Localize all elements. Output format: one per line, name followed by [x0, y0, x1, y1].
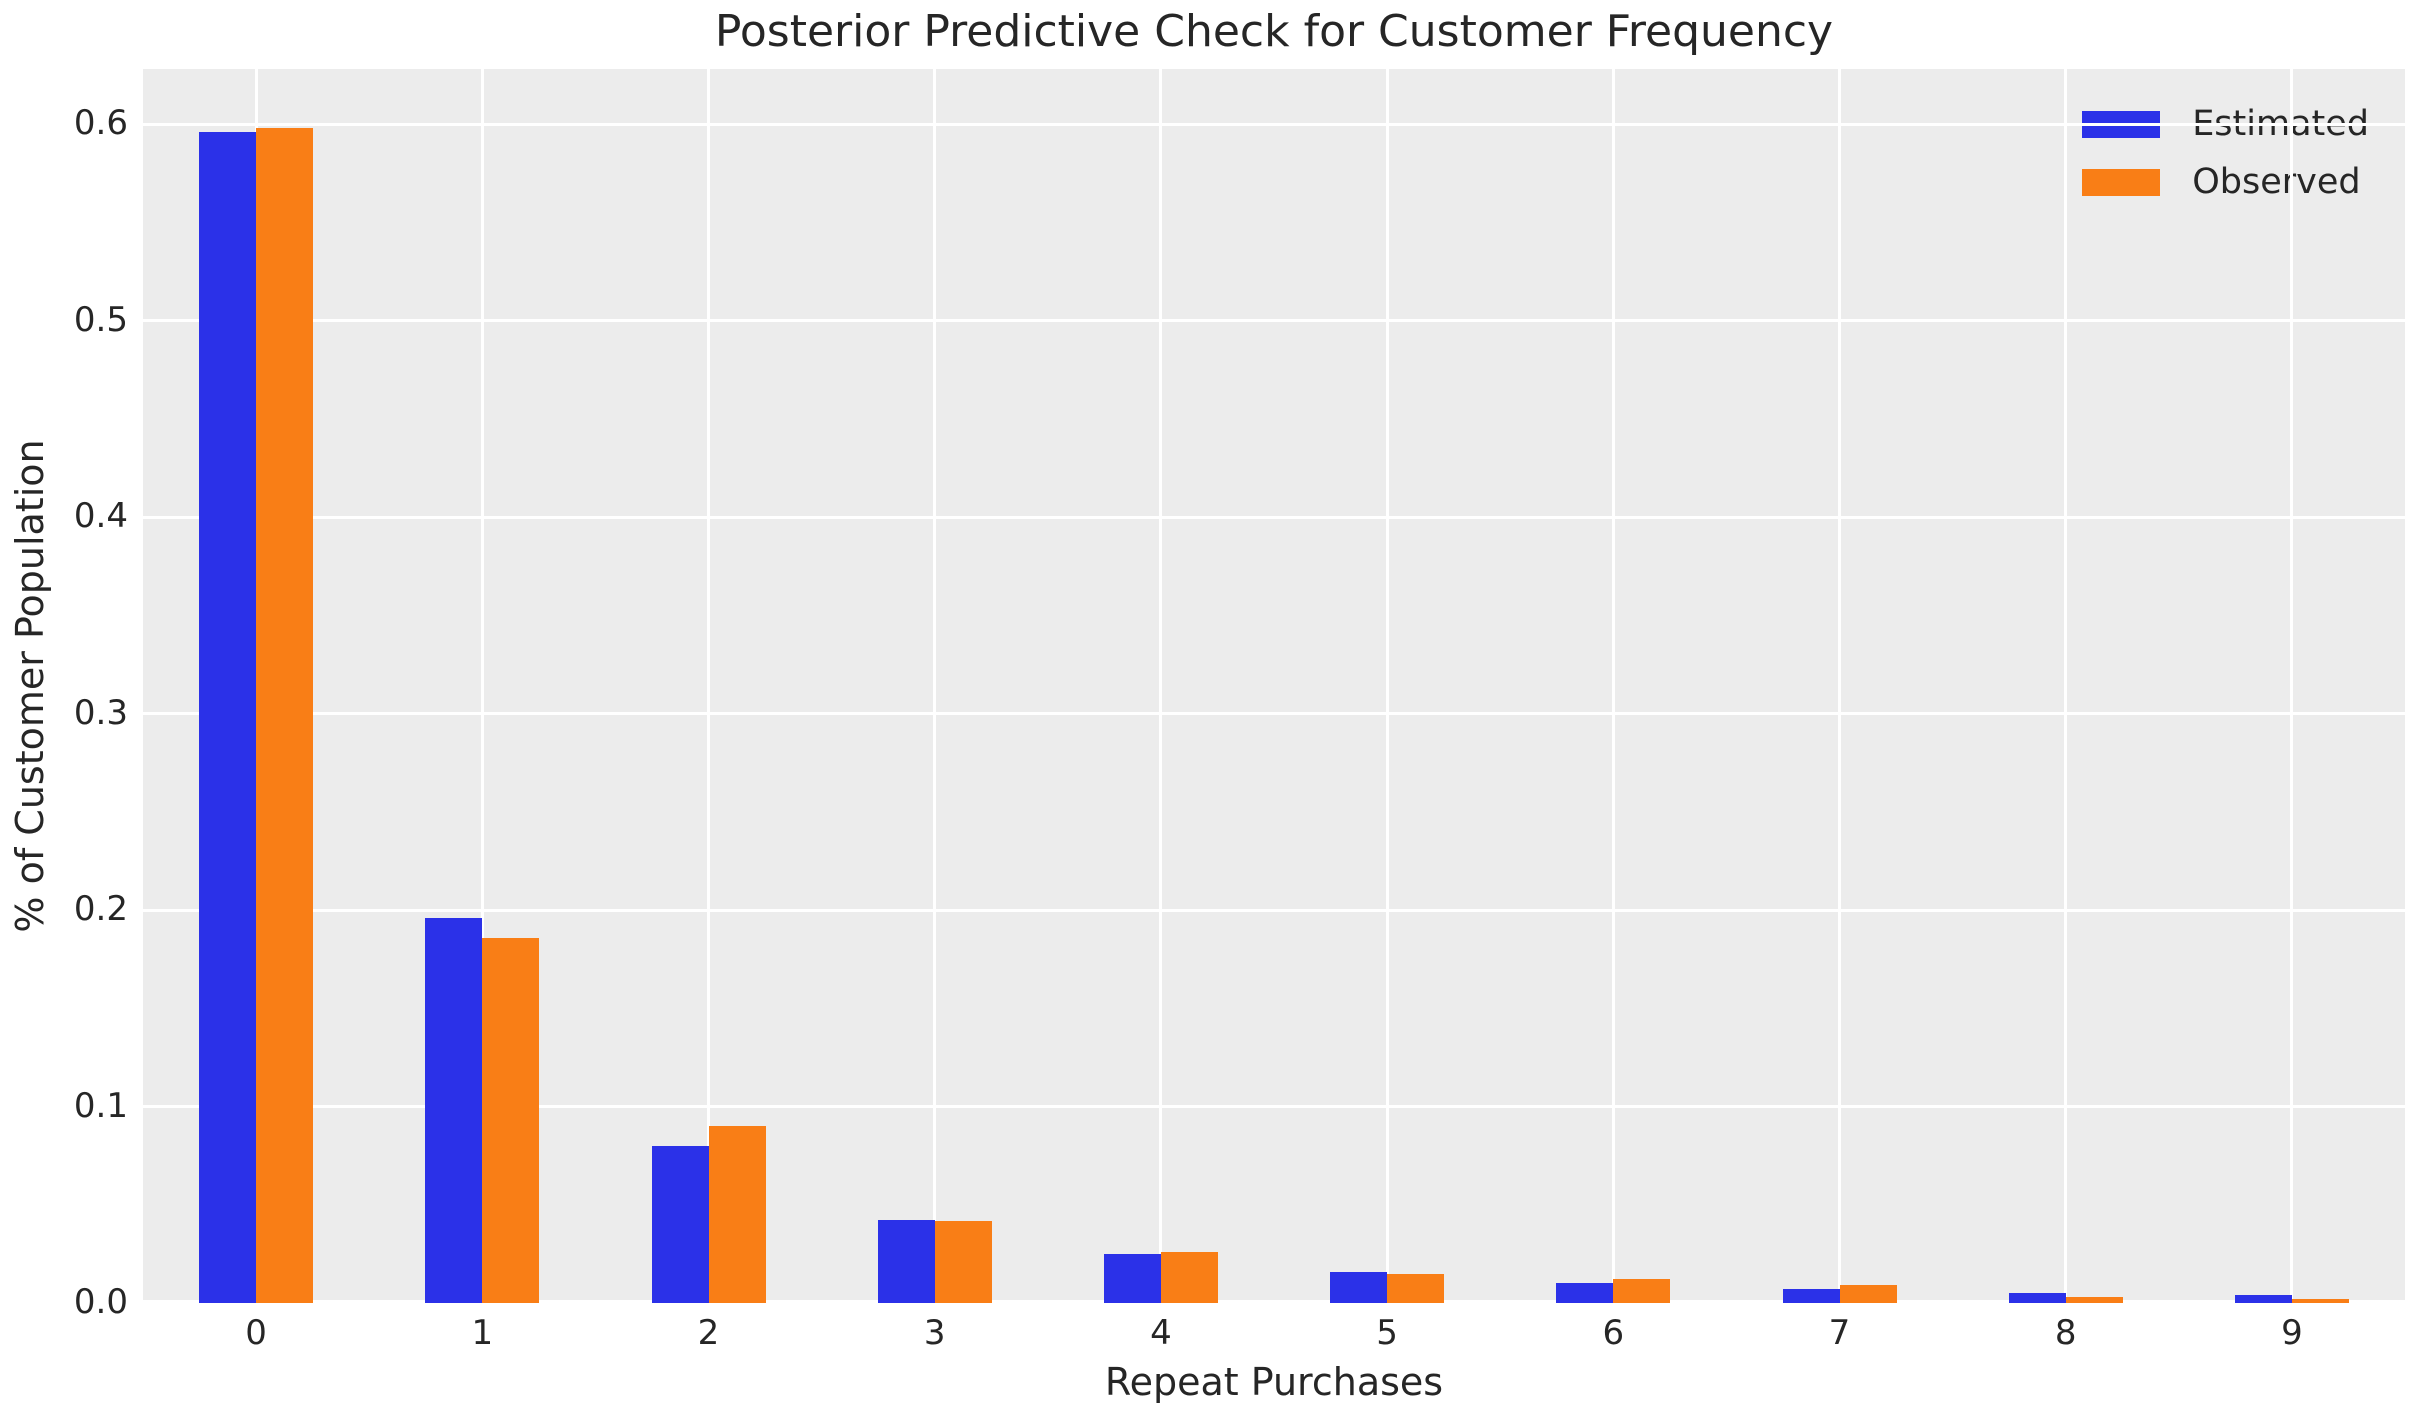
bar-observed-4: [1160, 1251, 1218, 1303]
gridline-horizontal: [143, 319, 2405, 323]
legend-label-observed: Observed: [2192, 162, 2361, 202]
x-tick-label: 4: [1150, 1313, 1172, 1353]
gridline-vertical: [2064, 69, 2068, 1303]
gridline-horizontal: [143, 122, 2405, 126]
gridline-vertical: [480, 69, 484, 1303]
bar-observed-7: [1839, 1285, 1897, 1303]
legend-item-observed: Observed: [2082, 161, 2369, 203]
gridline-vertical: [2290, 69, 2294, 1303]
gridline-vertical: [707, 69, 710, 1303]
bar-estimated-8: [2008, 1293, 2066, 1303]
gridline-vertical: [933, 69, 937, 1303]
bar-observed-6: [1613, 1279, 1671, 1303]
bar-observed-9: [2291, 1299, 2349, 1303]
y-tick-label: 0.3: [73, 692, 128, 733]
gridline-horizontal: [143, 1105, 2405, 1108]
gridline-horizontal: [143, 1300, 2405, 1303]
bar-observed-0: [256, 127, 314, 1303]
bar-observed-1: [482, 937, 540, 1303]
x-tick-label: 6: [1602, 1313, 1625, 1353]
gridline-horizontal: [143, 712, 2405, 715]
x-tick-label: 1: [471, 1313, 494, 1353]
bar-observed-5: [1387, 1273, 1445, 1303]
bar-estimated-5: [1330, 1271, 1388, 1303]
bar-estimated-6: [1556, 1283, 1614, 1303]
legend: Estimated Observed: [2082, 103, 2369, 203]
x-tick-label: 2: [697, 1313, 720, 1353]
gridline-vertical: [1385, 69, 1389, 1303]
x-tick-label: 0: [245, 1313, 267, 1353]
x-axis-label: Repeat Purchases: [1104, 1360, 1444, 1404]
x-tick-label: 7: [1828, 1313, 1851, 1353]
y-tick-label: 0.6: [73, 103, 128, 144]
y-tick-label: 0.5: [73, 299, 128, 340]
gridline-vertical: [1159, 69, 1163, 1303]
gridline-vertical: [1838, 69, 1841, 1303]
bar-observed-8: [2065, 1297, 2123, 1303]
bar-estimated-1: [425, 917, 483, 1303]
x-tick-label: 9: [2281, 1313, 2303, 1353]
bar-estimated-0: [199, 131, 257, 1303]
x-tick-label: 5: [1376, 1313, 1398, 1353]
chart-title: Posterior Predictive Check for Customer …: [714, 6, 1834, 57]
x-tick-label: 3: [923, 1313, 946, 1353]
bar-estimated-2: [651, 1145, 709, 1303]
gridline-vertical: [1611, 69, 1615, 1303]
x-tick-label: 8: [2054, 1313, 2077, 1353]
y-tick-label: 0.2: [73, 889, 128, 929]
bar-observed-3: [934, 1221, 992, 1303]
bar-estimated-7: [1782, 1289, 1840, 1303]
y-tick-label: 0.0: [73, 1282, 128, 1322]
bar-observed-2: [708, 1126, 766, 1303]
gridline-horizontal: [143, 515, 2405, 519]
bar-estimated-3: [877, 1220, 935, 1303]
gridline-horizontal: [143, 908, 2405, 912]
legend-swatch-observed: [2082, 168, 2161, 196]
y-tick-label: 0.1: [73, 1085, 128, 1126]
y-tick-label: 0.4: [73, 496, 128, 536]
bar-estimated-9: [2234, 1295, 2292, 1303]
bar-estimated-4: [1103, 1253, 1161, 1303]
plot-area: Estimated Observed: [143, 69, 2405, 1303]
